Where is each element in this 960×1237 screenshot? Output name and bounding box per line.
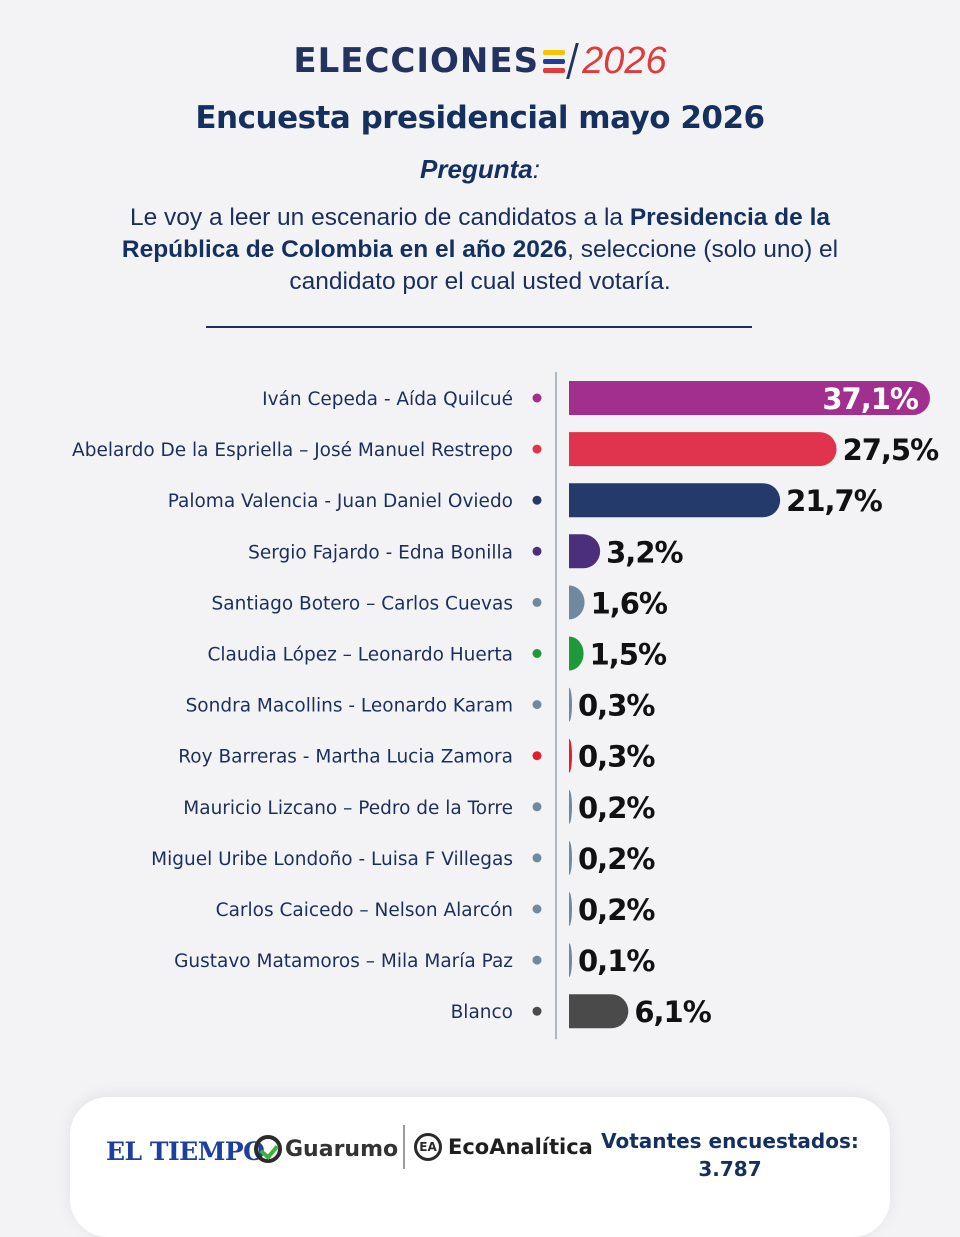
page-title: Encuesta presidencial mayo 2026 (195, 100, 765, 136)
votes-count: Votantes encuestados: 3.787 (590, 1127, 870, 1183)
bar (569, 994, 629, 1029)
legend-dot (532, 853, 542, 863)
candidate-label: Carlos Caicedo – Nelson Alarcón (216, 900, 513, 921)
legend-dot (532, 546, 542, 556)
value-label: 0,2% (578, 791, 655, 825)
value-label: 0,2% (578, 893, 655, 927)
votes-value: 3.787 (698, 1157, 762, 1181)
question-label: Pregunta: (0, 154, 960, 185)
guarumo-logo: Guarumo (254, 1135, 398, 1163)
bar-row: Sondra Macollins - Leonardo Karam 0,3% (186, 687, 656, 723)
bar (569, 534, 601, 569)
bar-row: Sergio Fajardo - Edna Bonilla 3,2% (248, 534, 685, 569)
legend-dot (532, 802, 542, 812)
value-label: 0,1% (578, 944, 655, 978)
bar-row: Gustavo Matamoros – Mila María Paz 0,1% (174, 943, 656, 978)
value-label: 37,1% (822, 382, 919, 416)
candidate-label: Miguel Uribe Londoño - Luisa F Villegas (151, 849, 513, 870)
bar (569, 840, 572, 875)
question-label-colon: : (532, 154, 540, 184)
divider (206, 326, 752, 328)
votes-label: Votantes encuestados: (601, 1129, 859, 1153)
legend-dot (532, 955, 542, 965)
flag-icon (543, 49, 566, 73)
question-part1: Le voy a leer un escenario de candidatos… (129, 204, 630, 231)
value-label: 6,1% (634, 995, 711, 1029)
bar (569, 687, 572, 722)
bar-row: Roy Barreras - Martha Lucia Zamora 0,3% (178, 738, 656, 774)
candidate-label: Sergio Fajardo - Edna Bonilla (248, 542, 513, 563)
legend-dot (532, 393, 542, 403)
value-label: 3,2% (606, 535, 683, 569)
candidate-label: Iván Cepeda - Aída Quilcué (262, 389, 513, 410)
bar-row: Abelardo De la Espriella – José Manuel R… (72, 432, 940, 467)
question-label-text: Pregunta (420, 154, 533, 184)
ecoanalitica-logo: EA EcoAnalítica (414, 1133, 593, 1161)
guarumo-check-icon (254, 1135, 282, 1163)
candidate-label: Abelardo De la Espriella – José Manuel R… (72, 440, 513, 461)
candidate-label: Blanco (451, 1002, 513, 1023)
question-part2: , seleccione (solo uno) el candidato por… (289, 236, 839, 295)
bar-row: Mauricio Lizcano – Pedro de la Torre 0,2% (183, 789, 656, 825)
bar-row: Carlos Caicedo – Nelson Alarcón 0,2% (216, 892, 656, 927)
legend-dot (532, 597, 542, 607)
question-bold: Presidencia de la República de Colombia … (121, 204, 831, 263)
bar (569, 892, 572, 926)
el-tiempo-logo: EL TIEMPO (106, 1137, 265, 1166)
results-chart: Iván Cepeda - Aída Quilcué 37,1% Abelardo … (72, 372, 940, 1040)
candidate-label: Roy Barreras - Martha Lucia Zamora (178, 747, 513, 768)
guarumo-name: Guarumo (285, 1136, 399, 1162)
candidate-label: Santiago Botero – Carlos Cuevas (212, 593, 513, 614)
bar-row: Iván Cepeda - Aída Quilcué 37,1% (262, 381, 930, 416)
legend-dot (532, 649, 542, 658)
value-label: 0,3% (578, 689, 655, 723)
bar (569, 789, 572, 824)
value-label: 0,3% (578, 740, 655, 774)
bar-row: Paloma Valencia - Juan Daniel Oviedo 21,7… (168, 483, 884, 518)
footer-panel: EL TIEMPO Guarumo EA EcoAnalítica Votant… (70, 1097, 890, 1237)
bar-row: Miguel Uribe Londoño - Luisa F Villegas 0… (151, 840, 656, 876)
legend-dot (532, 751, 542, 761)
bar (569, 432, 837, 467)
bar (569, 943, 572, 978)
value-label: 1,6% (591, 586, 668, 620)
logo-word: ELECCIONES (293, 41, 540, 81)
ecoanalitica-name: EcoAnalítica (448, 1135, 593, 1159)
bar (569, 483, 781, 518)
bar (569, 381, 930, 415)
legend-dot (532, 444, 542, 454)
footer-separator (403, 1125, 405, 1169)
elecciones-logo: ELECCIONES 2026 (0, 38, 960, 84)
candidate-label: Claudia López – Leonardo Huerta (207, 645, 513, 666)
bar-row: Santiago Botero – Carlos Cuevas 1,6% (212, 585, 669, 620)
candidate-label: Gustavo Matamoros – Mila María Paz (174, 951, 513, 972)
ecoanalitica-icon: EA (414, 1133, 442, 1161)
legend-dot (532, 700, 542, 710)
question-text: Le voy a leer un escenario de candidatos… (120, 202, 840, 298)
logo-year: 2026 (582, 39, 667, 82)
candidate-label: Mauricio Lizcano – Pedro de la Torre (183, 798, 513, 819)
legend-dot (532, 1006, 542, 1016)
candidate-label: Sondra Macollins - Leonardo Karam (186, 696, 513, 717)
legend-dot (532, 495, 542, 505)
value-label: 0,2% (578, 842, 655, 876)
bar (569, 738, 572, 773)
bar (569, 636, 584, 671)
bar-row: Blanco 6,1% (451, 994, 713, 1029)
legend-dot (532, 904, 542, 914)
bar-row: Claudia López – Leonardo Huerta 1,5% (207, 636, 668, 672)
candidate-label: Paloma Valencia - Juan Daniel Oviedo (168, 491, 513, 512)
value-label: 21,7% (786, 484, 883, 518)
bar (569, 585, 585, 620)
value-label: 1,5% (590, 638, 667, 672)
value-label: 27,5% (843, 433, 940, 467)
